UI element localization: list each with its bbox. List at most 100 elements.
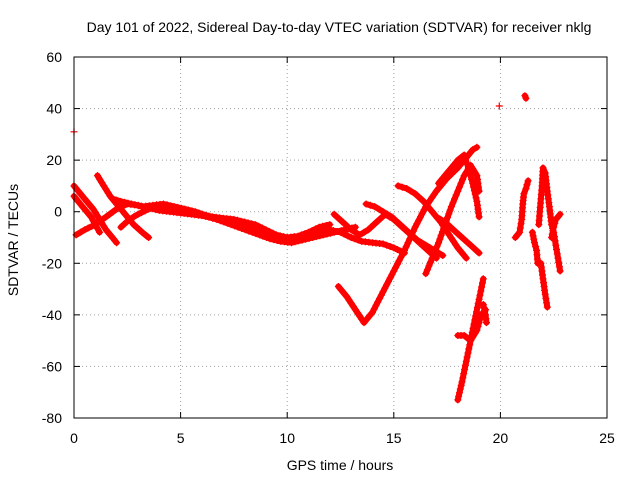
data-point-marker [305,234,313,242]
data-point-marker [163,201,171,209]
data-point-marker [134,210,142,218]
y-tick-label: -60 [42,358,62,374]
data-point-marker [468,176,476,183]
data-point-marker [475,295,483,303]
data-point-marker [556,267,564,275]
data-point-marker [124,199,132,207]
data-point-marker [470,183,477,191]
data-point-marker [84,224,92,232]
data-point-marker [529,232,537,240]
data-point-marker [407,187,415,195]
data-point-marker [195,209,203,217]
data-point-marker [440,224,448,232]
data-point-marker [113,239,121,247]
data-point-marker [463,160,471,168]
data-point-marker [469,146,477,154]
data-point-marker [516,228,524,236]
data-point-marker [322,222,330,229]
data-point-marker [459,176,467,183]
data-point-marker [431,246,439,254]
data-point-marker [454,187,462,195]
data-point-marker [427,258,435,266]
data-point-marker [238,225,246,232]
series-track-21 [528,228,542,267]
data-point-marker [402,243,410,250]
data-point-marker [344,232,352,240]
data-point-marker [473,143,481,151]
x-tick-label: 10 [279,430,295,446]
data-point-marker [471,316,479,324]
data-point-marker [273,237,281,244]
data-point-marker [476,291,484,299]
data-point-marker [202,212,210,220]
data-point-marker [468,328,476,336]
data-point-marker [316,232,324,240]
data-point-marker [330,228,338,236]
data-point-marker [473,304,481,312]
data-point-marker [231,222,239,230]
data-point-marker [544,191,552,199]
data-point-marker [432,213,440,221]
data-point-marker [108,195,116,203]
series-track-11 [362,200,447,259]
data-point-marker [113,196,121,204]
data-point-marker [470,320,478,328]
data-point-marker [91,221,99,229]
data-point-marker [181,205,189,213]
data-point-marker [356,231,364,239]
data-point-marker [121,198,128,206]
data-point-marker [428,254,436,262]
data-point-marker [220,218,228,226]
data-point-marker [463,353,471,361]
data-point-marker [528,228,536,236]
data-point-marker [87,213,95,221]
data-point-marker [439,252,447,259]
series-track-20 [511,177,532,241]
data-point-marker [467,172,475,180]
data-point-marker [199,210,207,218]
data-point-marker [475,249,483,257]
data-point-marker [206,213,214,221]
data-point-marker [417,213,424,221]
data-point-marker [270,236,278,244]
series-track-18 [495,102,503,110]
data-point-marker [319,231,327,239]
data-point-marker [542,295,550,302]
data-point-marker [543,299,551,307]
data-point-marker [301,230,309,238]
x-tick-label: 0 [70,430,78,446]
data-point-marker [454,396,462,404]
data-point-marker [460,151,468,159]
y-tick-label: 40 [46,101,62,117]
data-point-marker [177,204,185,212]
data-point-marker [259,232,267,240]
data-point-marker [347,234,355,241]
data-point-marker [315,223,323,231]
data-point-marker [227,221,235,229]
data-point-marker [495,102,503,110]
data-point-marker [556,210,564,218]
data-point-marker [430,250,438,258]
data-point-marker [174,203,182,211]
data-point-marker [437,215,445,223]
data-point-marker [393,260,401,268]
data-point-marker [224,219,231,227]
data-point-marker [390,244,398,252]
y-tick-label: 60 [46,49,62,65]
data-point-marker [88,222,96,230]
data-point-marker [291,238,299,246]
data-point-marker [125,215,133,223]
data-point-marker [337,227,345,235]
data-point-marker [552,241,560,249]
data-point-marker [106,210,113,218]
data-point-marker [76,228,84,236]
x-tick-label: 15 [386,430,402,446]
data-point-marker [553,246,560,253]
data-point-marker [461,361,469,369]
data-point-marker [312,225,320,233]
data-point-marker [480,304,488,312]
data-point-marker [167,202,175,210]
data-point-marker [465,345,473,353]
data-point-marker [269,229,277,237]
